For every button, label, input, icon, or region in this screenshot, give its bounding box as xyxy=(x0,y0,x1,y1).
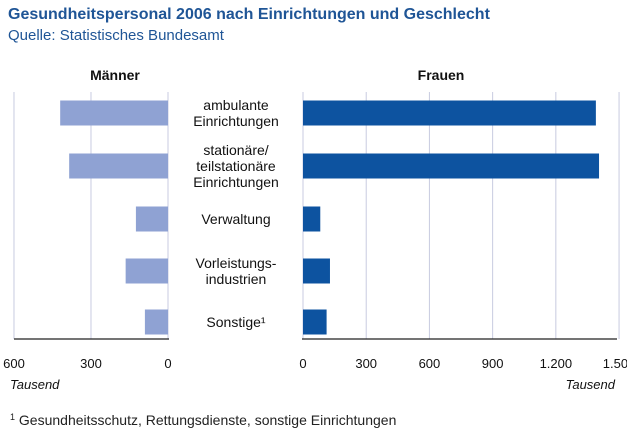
chart-source: Quelle: Statistisches Bundesamt xyxy=(8,27,224,44)
right-tick-label: 300 xyxy=(355,356,377,371)
category-label: industrien xyxy=(206,271,267,287)
chart-title: Gesundheitspersonal 2006 nach Einrichtun… xyxy=(8,6,490,23)
bar-frauen xyxy=(303,258,330,284)
bar-maenner xyxy=(69,153,168,179)
category-label: ambulante xyxy=(203,97,269,113)
category-label: Einrichtungen xyxy=(193,113,279,129)
category-label: teilstationäre xyxy=(196,158,276,174)
bar-frauen xyxy=(303,206,321,232)
category-label: Sonstige¹ xyxy=(206,314,265,330)
bar-frauen xyxy=(303,153,600,179)
series-header-frauen: Frauen xyxy=(418,67,465,83)
bar-maenner xyxy=(135,206,168,232)
footnote-text: Gesundheitsschutz, Rettungsdienste, sons… xyxy=(18,412,397,428)
bar-maenner xyxy=(125,258,168,284)
bar-maenner xyxy=(60,100,168,126)
right-tick-label: 1.500 xyxy=(603,356,627,371)
right-axis-unit: Tausend xyxy=(566,377,616,392)
right-tick-label: 600 xyxy=(419,356,441,371)
category-label: Verwaltung xyxy=(201,211,270,227)
left-tick-label: 600 xyxy=(3,356,25,371)
bar-frauen xyxy=(303,100,596,126)
footnote-marker: 1 xyxy=(10,412,16,422)
left-axis-unit: Tausend xyxy=(10,377,60,392)
bar-maenner xyxy=(144,309,168,335)
right-tick-label: 900 xyxy=(482,356,504,371)
category-label: Einrichtungen xyxy=(193,174,279,190)
category-label: Vorleistungs- xyxy=(196,255,277,271)
left-tick-label: 300 xyxy=(80,356,102,371)
bar-frauen xyxy=(303,309,327,335)
category-label: stationäre/ xyxy=(203,142,268,158)
left-tick-label: 0 xyxy=(164,356,171,371)
right-tick-label: 1.200 xyxy=(540,356,573,371)
series-header-maenner: Männer xyxy=(90,67,140,83)
footnote: 1 Gesundheitsschutz, Rettungsdienste, so… xyxy=(10,412,396,428)
right-tick-label: 0 xyxy=(299,356,306,371)
